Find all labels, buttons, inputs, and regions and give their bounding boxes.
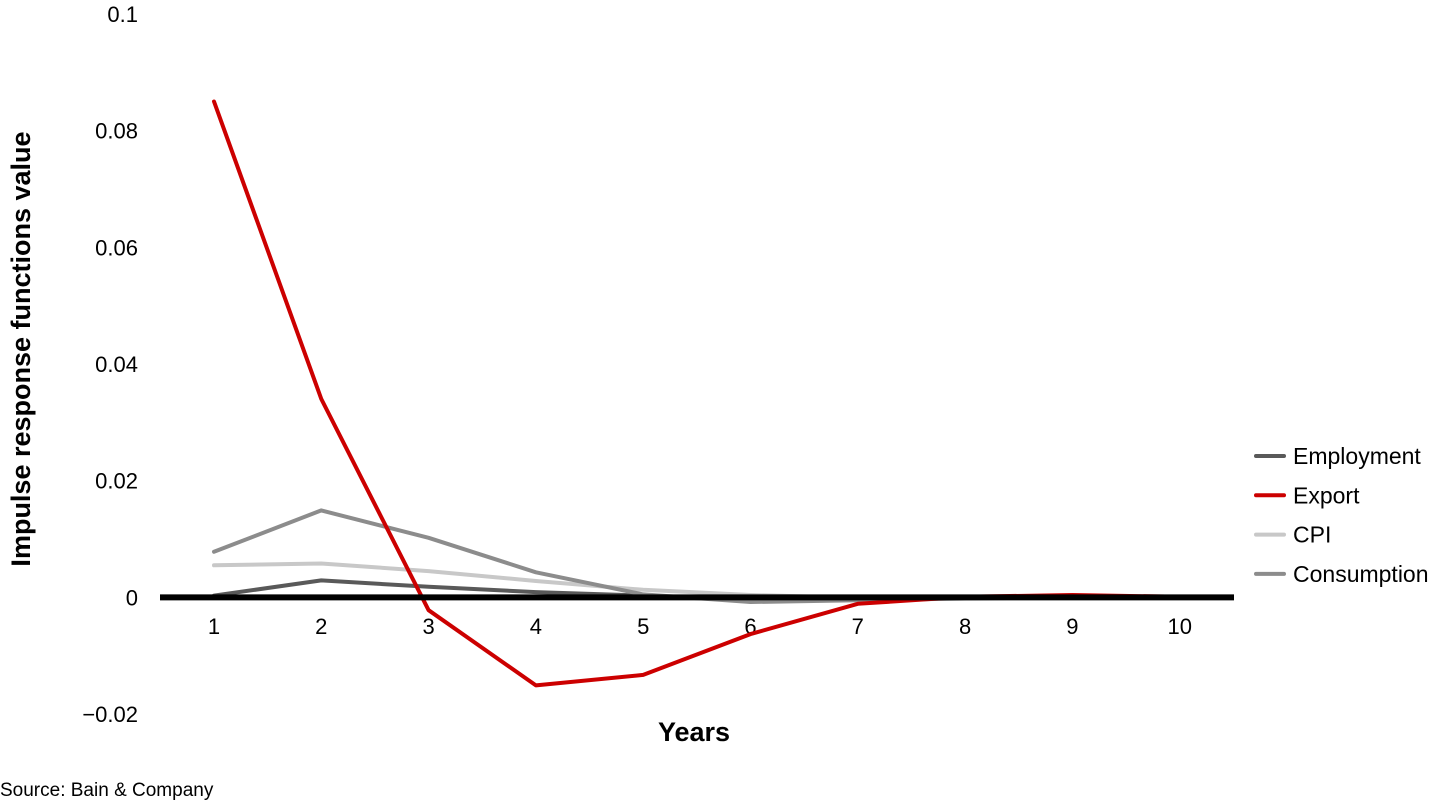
x-tick-label: 8 (959, 614, 971, 639)
source-note: Source: Bain & Company (0, 780, 214, 801)
legend-label-employment: Employment (1293, 443, 1421, 469)
x-tick-label: 4 (530, 614, 542, 639)
y-axis-tick-labels: 0.1 0.08 0.06 0.04 0.02 0 −0.02 (82, 2, 138, 727)
y-tick-label: 0.1 (107, 2, 138, 27)
legend-label-cpi: CPI (1293, 522, 1331, 548)
x-tick-label: 9 (1066, 614, 1078, 639)
y-tick-label: −0.02 (82, 702, 138, 727)
legend-label-consumption: Consumption (1293, 561, 1429, 587)
legend-label-export: Export (1293, 482, 1360, 508)
y-axis-title: Impulse response functions value (6, 131, 36, 566)
x-axis-title: Years (658, 717, 730, 747)
y-tick-label: 0.06 (95, 235, 138, 260)
y-tick-label: 0 (126, 585, 138, 610)
x-tick-label: 2 (315, 614, 327, 639)
series-line-consumption (212, 508, 1182, 604)
y-tick-label: 0.02 (95, 469, 138, 494)
x-tick-label: 1 (208, 614, 220, 639)
y-tick-label: 0.08 (95, 119, 138, 144)
x-tick-label: 5 (637, 614, 649, 639)
x-axis-tick-labels: 1 2 3 4 5 6 7 8 9 10 (208, 614, 1192, 639)
x-tick-label: 3 (422, 614, 434, 639)
x-tick-label: 10 (1167, 614, 1191, 639)
legend: Employment Export CPI Consumption (1254, 443, 1429, 587)
y-tick-label: 0.04 (95, 352, 138, 377)
x-tick-label: 7 (852, 614, 864, 639)
